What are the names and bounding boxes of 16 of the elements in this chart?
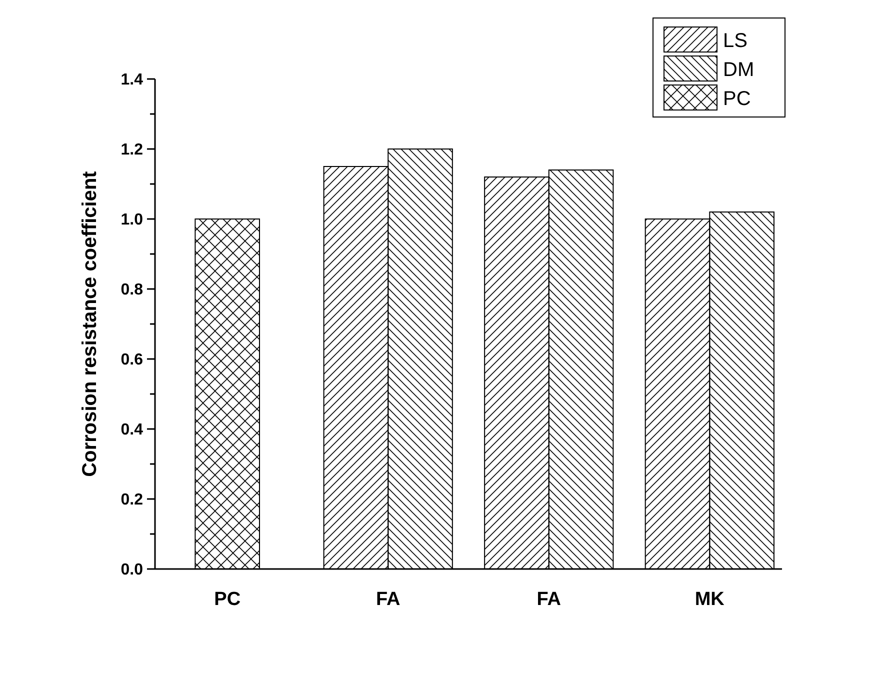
x-tick-label: PC <box>214 589 241 610</box>
y-tick-label: 0.2 <box>120 492 144 509</box>
legend-label: DM <box>723 59 754 81</box>
y-tick-label: 1.0 <box>120 212 144 229</box>
y-axis-title: Corrosion resistance coefficient <box>79 170 101 477</box>
legend-label: PC <box>723 88 751 110</box>
y-tick-label: 0.0 <box>120 562 144 579</box>
y-tick-label: 0.6 <box>120 352 144 369</box>
y-tick-label: 1.4 <box>120 72 144 89</box>
y-tick-label: 0.8 <box>120 282 144 299</box>
x-tick-label: FA <box>536 589 562 610</box>
y-tick-label: 0.4 <box>120 422 144 439</box>
legend-label: LS <box>723 30 748 52</box>
x-tick-label: MK <box>694 589 725 610</box>
y-tick-label: 1.2 <box>120 142 144 159</box>
x-tick-label: FA <box>376 589 401 610</box>
